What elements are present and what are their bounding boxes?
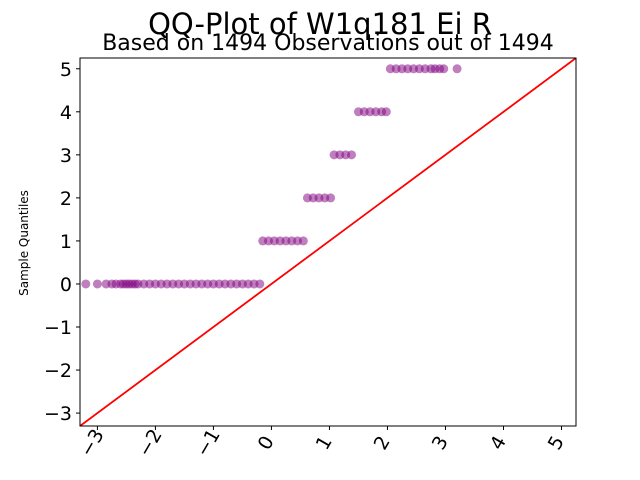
reference-line	[80, 58, 576, 426]
data-point	[255, 279, 265, 289]
y-tick-label: 5	[60, 59, 72, 81]
y-tick-label: 4	[60, 102, 72, 124]
data-point	[81, 279, 91, 289]
data-point	[298, 236, 308, 246]
data-point	[92, 279, 102, 289]
y-axis-label: Sample Quantiles	[17, 190, 31, 296]
y-tick-label: −3	[44, 403, 72, 425]
y-tick-label: −1	[44, 317, 72, 339]
plot-area: −3 −2 −1 0 1 2 3 4 5 −3 −2 −1 0 1 2 3 4 5	[44, 57, 577, 461]
data-point	[439, 64, 449, 74]
x-tick-label: 3	[428, 432, 453, 453]
y-tick-label: −2	[44, 360, 72, 382]
x-tick-label: 0	[254, 432, 279, 453]
x-tick-label: 4	[486, 432, 511, 453]
y-tick-label: 1	[60, 231, 72, 253]
data-point	[452, 64, 462, 74]
data-point	[346, 150, 356, 160]
x-tick-label: −1	[192, 425, 225, 460]
x-tick-label: −3	[76, 425, 109, 460]
y-tick-label: 0	[60, 274, 72, 296]
chart-title: QQ-Plot of W1q181 Ei R	[148, 7, 492, 41]
data-point	[326, 193, 336, 203]
plot-frame	[79, 57, 577, 427]
data-point	[381, 107, 391, 117]
x-tick-label: −2	[134, 425, 167, 460]
y-tick-label: 3	[60, 145, 72, 167]
y-tick-label: 2	[60, 188, 72, 210]
x-tick-label: 5	[544, 432, 569, 453]
chart-subtitle: Based on 1494 Observations out of 1494	[102, 31, 554, 56]
x-tick-label: 2	[370, 432, 395, 453]
x-tick-label: 1	[312, 432, 337, 453]
